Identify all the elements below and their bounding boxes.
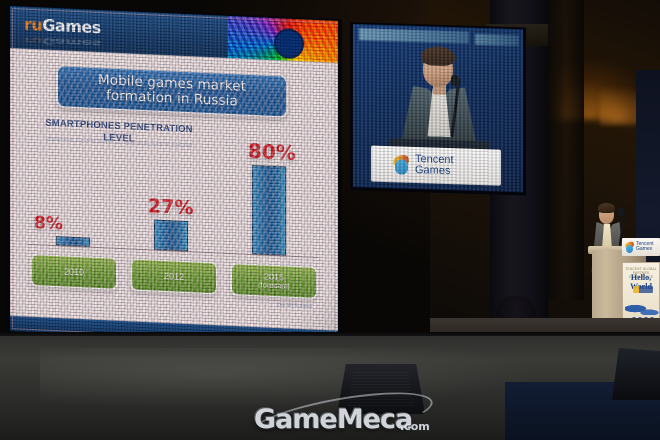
stage-drape <box>548 0 584 300</box>
tencent-line2: Games <box>415 163 451 178</box>
bar-value-label-2015: 80% <box>248 138 296 165</box>
logo-games-text: Games <box>42 15 101 38</box>
chart-category-row: 2010 2012 2015 (forecast) <box>30 252 318 300</box>
stage-floor-edge <box>0 332 660 339</box>
bar-group-2015: 80% <box>248 139 296 256</box>
tencent-body-shape-small <box>626 244 633 253</box>
smartphone-penetration-bar-chart: 8% 27% 80% 2010 2012 <box>24 101 324 315</box>
tencent-penguin-icon-small <box>624 240 635 253</box>
video-microphone-icon <box>451 75 459 87</box>
bar-2010 <box>56 236 90 247</box>
stage-monitor-speaker <box>337 364 425 414</box>
game-characters-collage-graphic <box>228 15 338 63</box>
banner-sponsor-logo <box>633 286 653 293</box>
gamemeca-watermark: GameMeca .com <box>245 382 448 440</box>
video-speaker-hair <box>421 46 455 67</box>
lectern-sign-line2: Games <box>636 246 653 252</box>
video-backdrop-band <box>359 28 469 44</box>
stage-monitor-grill <box>348 372 414 406</box>
rugames-logo: ruGames <box>24 15 101 37</box>
category-sublabel-2015: (forecast) <box>258 280 290 291</box>
watermark-domain-text: .com <box>400 420 430 433</box>
logo-ru-reflection: ru <box>24 34 43 47</box>
lectern-tencent-sign: Tencent Games <box>622 238 660 256</box>
slide-body: Mobile games market formation in Russia … <box>10 48 338 331</box>
tencent-penguin-icon <box>391 153 411 175</box>
bar-group-2010: 8% <box>34 213 90 247</box>
category-box-2015: 2015 (forecast) <box>230 261 318 300</box>
bar-2015 <box>252 164 286 256</box>
video-lectern-front-panel: Tencent Games <box>371 145 501 186</box>
live-video-feed-screen: Tencent Games <box>353 24 523 193</box>
category-label-2010: 2010 <box>63 266 85 278</box>
chart-source-note: (by MTS data) <box>277 302 312 310</box>
lectern-sign-text: Tencent Games <box>636 240 654 253</box>
bar-value-label-2010: 8% <box>34 213 63 235</box>
bar-group-2012: 27% <box>148 195 193 252</box>
tencent-body-shape <box>395 158 408 175</box>
bar-value-label-2012: 27% <box>148 195 194 220</box>
logo-ru-text: ru <box>24 14 43 35</box>
video-backdrop-band-2 <box>475 33 519 47</box>
banner-eyebrow-text: TENCENT GLOBAL PARTNER CONFERENCE <box>625 267 657 279</box>
bar-2012 <box>154 219 188 252</box>
speaker-shirt <box>602 224 612 246</box>
stage-monitor-speaker-right <box>612 348 660 400</box>
banner-wave-graphic <box>625 299 659 315</box>
category-box-2010: 2010 <box>30 252 118 291</box>
category-box-2012: 2012 <box>130 257 218 296</box>
speaker-microphone-icon <box>618 208 624 216</box>
lectern-sign-line1: Tencent <box>636 240 654 247</box>
category-label-2015: 2015 <box>263 271 285 282</box>
collage-ring-hole <box>274 27 304 60</box>
watermark-brand-text: GameMeca <box>254 404 413 435</box>
stage-floor-light-reflection <box>40 348 540 410</box>
tencent-games-wordmark: Tencent Games <box>415 153 454 178</box>
presentation-screen: ruGames ruGames Mobile games market form… <box>10 6 338 346</box>
category-label-2012: 2012 <box>163 270 185 282</box>
speaker-hair <box>598 203 615 213</box>
